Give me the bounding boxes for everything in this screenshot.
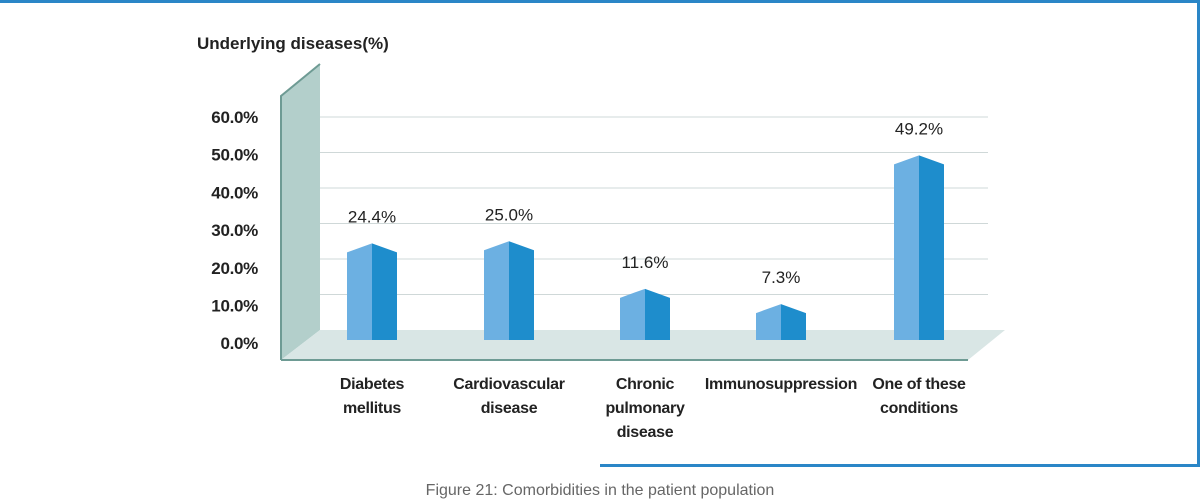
x-category-label: conditions <box>880 400 958 417</box>
value-labels: 24.4% 25.0% 11.6% 7.3% 49.2% <box>348 119 943 287</box>
bar-right-face <box>372 243 397 340</box>
x-category-label: pulmonary <box>605 400 684 417</box>
wall-edge <box>280 63 321 360</box>
x-category-label: disease <box>617 424 674 441</box>
data-label: 49.2% <box>895 119 943 138</box>
gridlines <box>320 116 988 295</box>
chart-background <box>280 63 1005 361</box>
bar <box>484 241 534 340</box>
x-category-label: Immunosuppression <box>705 376 857 393</box>
frame-bottom-border <box>600 464 1200 467</box>
bars <box>347 155 944 340</box>
floor <box>281 330 1005 360</box>
bar-left-face <box>620 288 645 340</box>
back-wall <box>281 64 320 360</box>
bar <box>756 304 806 340</box>
bar-right-face <box>645 288 670 340</box>
y-tick-label: 40.0% <box>211 183 258 202</box>
frame-top-border <box>0 0 1200 3</box>
x-category-label: disease <box>481 400 538 417</box>
y-tick-label: 60.0% <box>211 108 258 127</box>
figure-caption: Figure 21: Comorbidities in the patient … <box>425 482 775 499</box>
category-labels: Diabetes mellitus Cardiovascular disease Chr… <box>340 376 967 441</box>
bar-left-face <box>484 241 509 340</box>
data-label: 24.4% <box>348 207 396 226</box>
y-tick-label: 30.0% <box>211 221 258 240</box>
bar-right-face <box>919 155 944 340</box>
y-tick-label: 10.0% <box>211 297 258 316</box>
bar-left-face <box>347 243 372 340</box>
bar-left-face <box>894 155 919 340</box>
data-label: 25.0% <box>485 205 533 224</box>
bar-left-face <box>756 304 781 340</box>
x-category-label: Diabetes <box>340 376 405 393</box>
bar-right-face <box>781 304 806 340</box>
x-category-label: mellitus <box>343 400 401 417</box>
bar <box>347 243 397 340</box>
data-label: 11.6% <box>622 253 669 272</box>
frame-right-border <box>1197 0 1200 467</box>
x-category-label: Chronic <box>616 376 675 393</box>
y-tick-label: 50.0% <box>211 146 258 165</box>
y-axis-title: Underlying diseases(%) <box>197 34 389 53</box>
y-tick-label: 0.0% <box>220 334 258 353</box>
bar <box>620 288 670 340</box>
y-tick-label: 20.0% <box>211 259 258 278</box>
x-category-label: Cardiovascular <box>453 376 564 393</box>
x-category-label: One of these <box>872 376 966 393</box>
bar <box>894 155 944 340</box>
data-label: 7.3% <box>762 268 801 287</box>
bar-right-face <box>509 241 534 340</box>
y-axis-ticks: 0.0% 10.0% 20.0% 30.0% 40.0% 50.0% 60.0% <box>211 108 258 353</box>
